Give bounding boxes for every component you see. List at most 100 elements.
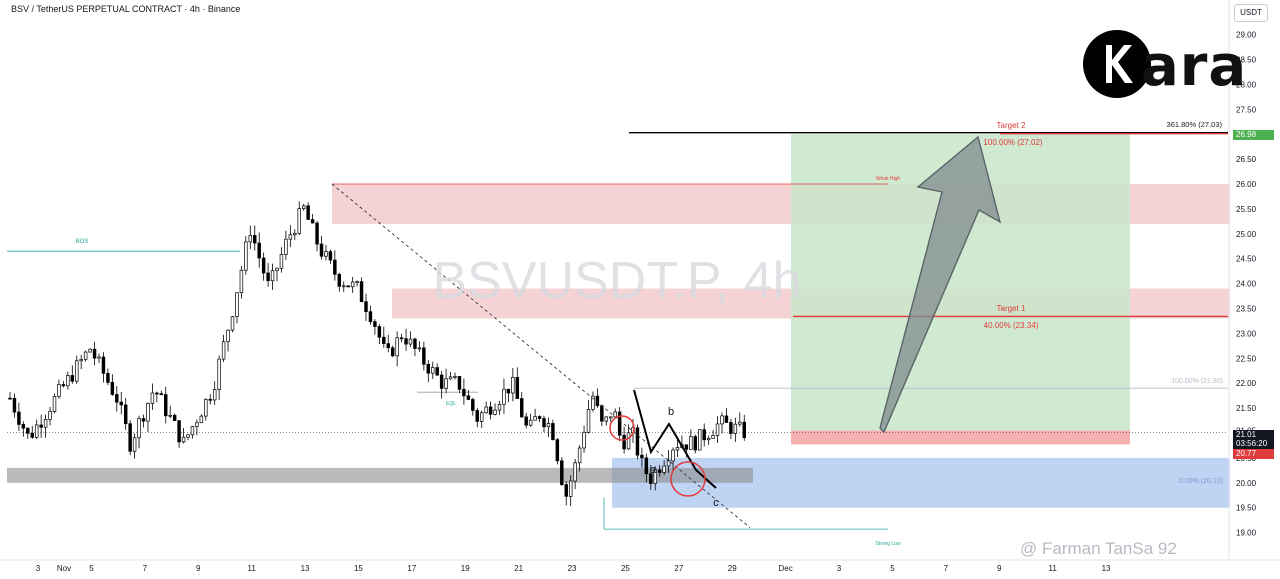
candle-body bbox=[453, 376, 457, 378]
time-tick-label: 11 bbox=[1048, 564, 1057, 573]
price-tick-label: 19.00 bbox=[1236, 529, 1257, 538]
candle bbox=[644, 453, 649, 483]
candle-body bbox=[221, 341, 226, 360]
candle bbox=[275, 267, 279, 282]
candle bbox=[560, 457, 564, 486]
candle-body bbox=[30, 432, 34, 438]
time-tick-label: 21 bbox=[514, 564, 523, 573]
candle-body bbox=[738, 421, 742, 425]
candle-body bbox=[270, 270, 275, 282]
candle bbox=[653, 466, 657, 491]
annotations-layer: Target 2 361.80% (27.03) 100.00% (27.02) We… bbox=[76, 120, 1223, 547]
candle bbox=[497, 400, 502, 415]
candle bbox=[8, 391, 12, 400]
candle-body bbox=[582, 431, 586, 449]
logo-text: ara bbox=[1141, 34, 1248, 99]
candle-body bbox=[720, 415, 724, 425]
candle-body bbox=[613, 411, 617, 418]
candle-body bbox=[471, 399, 475, 411]
zones-layer bbox=[7, 134, 1230, 508]
candle bbox=[186, 434, 190, 441]
candle bbox=[377, 323, 382, 345]
price-tick-label: 22.00 bbox=[1236, 379, 1257, 388]
candle bbox=[404, 328, 408, 351]
candle-body bbox=[350, 281, 355, 288]
candle bbox=[675, 439, 680, 457]
candle bbox=[12, 393, 17, 418]
stop-zone bbox=[791, 430, 1130, 445]
candle bbox=[164, 386, 168, 424]
candle bbox=[617, 407, 622, 442]
candle-body bbox=[431, 367, 435, 374]
candle bbox=[350, 276, 355, 293]
candle bbox=[43, 414, 48, 438]
time-tick-label: 5 bbox=[890, 564, 895, 573]
candle bbox=[706, 435, 711, 445]
candle-body bbox=[106, 372, 110, 383]
liquidity-circle-1 bbox=[609, 415, 635, 441]
candle bbox=[293, 229, 297, 240]
currency-button[interactable]: USDT bbox=[1234, 4, 1268, 22]
candle bbox=[475, 407, 479, 428]
candle bbox=[582, 425, 586, 453]
candle-body bbox=[257, 242, 261, 259]
candle bbox=[613, 408, 617, 418]
candles-layer bbox=[8, 201, 746, 507]
gray-zone bbox=[7, 467, 753, 483]
candle bbox=[408, 331, 413, 348]
candle-body bbox=[711, 435, 715, 439]
wave-a-label: a bbox=[650, 464, 657, 476]
candle bbox=[609, 416, 613, 422]
candle bbox=[600, 404, 604, 427]
candle-body bbox=[212, 389, 217, 401]
candle-body bbox=[502, 388, 506, 405]
candle-body bbox=[604, 416, 609, 422]
candle-body bbox=[159, 393, 164, 396]
candle-body bbox=[564, 484, 568, 497]
candle bbox=[39, 414, 43, 438]
candle bbox=[195, 419, 199, 436]
price-tick-label: 23.50 bbox=[1236, 305, 1257, 314]
candle bbox=[221, 334, 226, 363]
candle-body bbox=[533, 416, 537, 421]
bos-label: BOS bbox=[76, 239, 89, 245]
candle-body bbox=[324, 251, 328, 257]
candle-body bbox=[698, 429, 702, 451]
candle bbox=[257, 232, 261, 268]
candle bbox=[79, 354, 83, 370]
candle bbox=[386, 334, 390, 353]
time-tick-label: 7 bbox=[944, 564, 949, 573]
candle bbox=[662, 460, 666, 476]
candle bbox=[190, 425, 195, 439]
candle-body bbox=[26, 427, 30, 434]
candle-body bbox=[377, 326, 382, 338]
time-tick-label: 11 bbox=[247, 564, 256, 573]
candle bbox=[17, 402, 21, 431]
candle-body bbox=[417, 347, 422, 350]
price-tick-label: 25.50 bbox=[1236, 205, 1257, 214]
candle bbox=[306, 202, 310, 220]
candle bbox=[426, 360, 431, 383]
candle bbox=[422, 341, 426, 371]
candle-body bbox=[715, 423, 720, 436]
fib-21-label: 100.00% (21.90) bbox=[1171, 378, 1223, 385]
candle-body bbox=[609, 416, 613, 419]
price-tick-label: 25.00 bbox=[1236, 230, 1257, 239]
liquidity-circle-2 bbox=[670, 461, 706, 497]
candle bbox=[493, 403, 497, 416]
candle-body bbox=[368, 311, 373, 323]
time-tick-label: 3 bbox=[36, 564, 41, 573]
candle-body bbox=[12, 397, 17, 413]
candle bbox=[502, 378, 506, 414]
candle-body bbox=[199, 415, 204, 424]
candle-body bbox=[733, 423, 738, 434]
candle-body bbox=[617, 411, 622, 436]
candle bbox=[390, 345, 395, 358]
candle bbox=[720, 412, 724, 434]
time-axis[interactable]: Nov 3 5 7 9 11 13 15 17 19 21 23 25 27 29 Dec 3 5 7 9 11 13 bbox=[0, 559, 1280, 573]
candle bbox=[439, 370, 444, 399]
candle bbox=[83, 350, 88, 362]
candle-body bbox=[137, 418, 141, 439]
candle bbox=[333, 250, 337, 281]
